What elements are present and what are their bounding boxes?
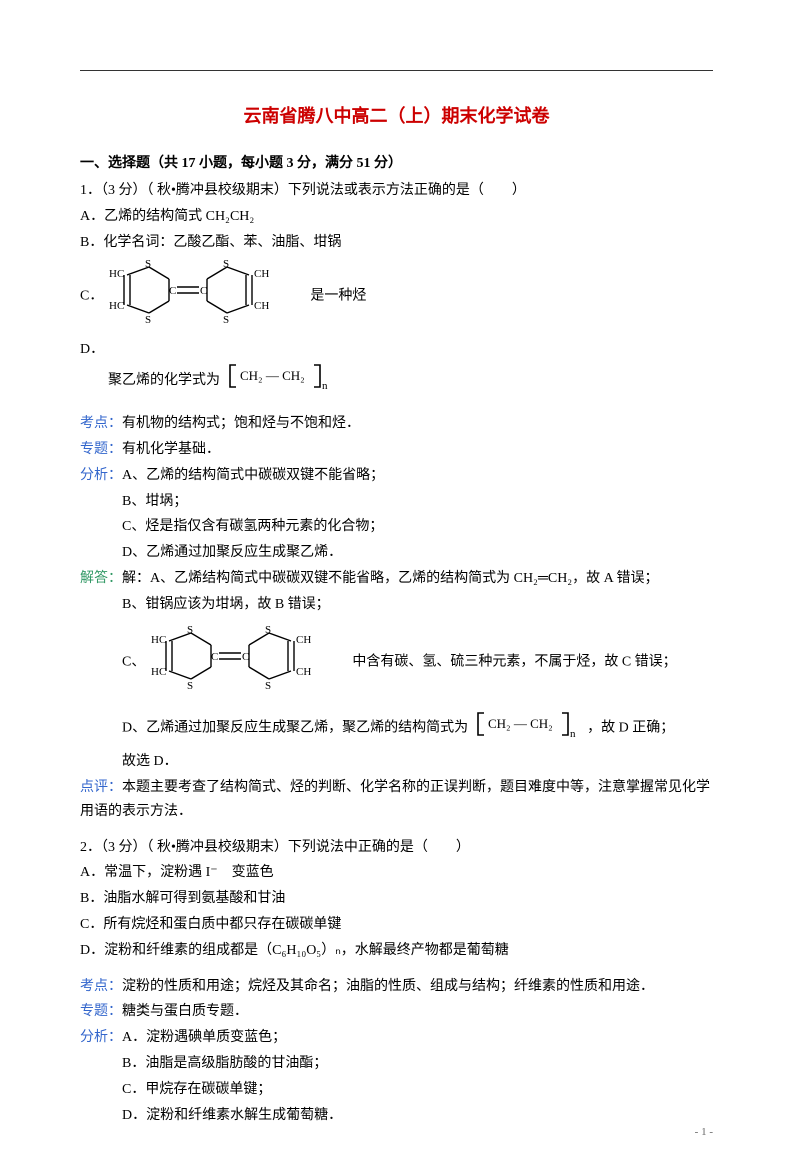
dianping-label: 点评：: [80, 780, 122, 795]
fenxi-label: 分析：: [80, 468, 122, 483]
q2-fenxi-line: 分析：A．淀粉遇碘单质变蓝色；: [80, 1026, 713, 1050]
exam-title-text: 云南省腾八中高二（上）期末化学试卷: [244, 106, 550, 126]
q1-jieda-d-suffix: ，故 D 正确；: [587, 721, 674, 736]
q1-fenxi-d: D、乙烯通过加聚反应生成聚乙烯．: [80, 541, 713, 565]
exam-title: 云南省腾八中高二（上）期末化学试卷: [80, 101, 713, 132]
svg-text:HC: HC: [109, 300, 124, 312]
svg-text:S: S: [223, 258, 229, 270]
q2-option-a: A．常温下，淀粉遇 I⁻ 变蓝色: [80, 861, 713, 885]
svg-text:CH: CH: [296, 666, 311, 678]
q2-option-b: B．油脂水解可得到氨基酸和甘油: [80, 887, 713, 911]
q1-kaodian: 有机物的结构式；饱和烃与不饱和烃．: [122, 416, 360, 431]
kaodian-label: 考点：: [80, 416, 122, 431]
svg-text:C: C: [169, 285, 176, 297]
svg-text:S: S: [223, 314, 229, 326]
page-footer: - 1 -: [695, 1123, 713, 1142]
zhuanti-label: 专题：: [80, 442, 122, 457]
svg-text:HC: HC: [151, 666, 166, 678]
svg-text:CH: CH: [254, 268, 269, 280]
svg-text:HC: HC: [109, 268, 124, 280]
svg-text:S: S: [145, 258, 151, 270]
q1-jieda-d: D、乙烯通过加聚反应生成聚乙烯，聚乙烯的结构简式为 CH₂ — CH₂ n ，故…: [80, 709, 713, 748]
q1-kaodian-line: 考点：有机物的结构式；饱和烃与不饱和烃．: [80, 412, 713, 436]
q2-fenxi-c: C．甲烷存在碳碳单键；: [80, 1078, 713, 1102]
q1-jieda-a: 解：A、乙烯结构简式中碳碳双键不能省略，乙烯的结构简式为 CH₂═CH₂，故 A…: [122, 571, 659, 586]
jieda-label: 解答：: [80, 571, 122, 586]
q2-fenxi-a: A．淀粉遇碘单质变蓝色；: [122, 1030, 286, 1045]
molecule-diagram-1: HC HC S S C C S S CH CH: [107, 257, 307, 336]
fenxi-label-2: 分析：: [80, 1030, 122, 1045]
section-1-header: 一、选择题（共 17 小题，每小题 3 分，满分 51 分）: [80, 152, 713, 176]
q1-zhuanti-line: 专题：有机化学基础．: [80, 438, 713, 462]
svg-text:S: S: [187, 680, 193, 692]
svg-text:CH: CH: [296, 634, 311, 646]
q1-dianping-line: 点评：本题主要考查了结构简式、烃的判断、化学名称的正误判断，题目难度中等，注意掌…: [80, 776, 713, 824]
q1-option-d-mid: 聚乙烯的化学式为: [80, 373, 220, 388]
svg-text:S: S: [265, 624, 271, 636]
q2-analysis: 考点：淀粉的性质和用途；烷烃及其命名；油脂的性质、组成与结构；纤维素的性质和用途…: [80, 975, 713, 1128]
q2-option-c: C．所有烷烃和蛋白质中都只存在碳碳单键: [80, 913, 713, 937]
q2-fenxi-d: D．淀粉和纤维素水解生成葡萄糖．: [80, 1104, 713, 1128]
zhuanti-label-2: 专题：: [80, 1004, 122, 1019]
q2-zhuanti-line: 专题：糖类与蛋白质专题．: [80, 1000, 713, 1024]
svg-text:S: S: [265, 680, 271, 692]
q1-jieda-b: B、钳锅应该为坩埚，故 B 错误；: [80, 593, 713, 617]
kaodian-label-2: 考点：: [80, 979, 122, 994]
q1-option-d: D． 聚乙烯的化学式为 CH₂ — CH₂ n: [80, 338, 713, 401]
q1-option-c-prefix: C．: [80, 288, 103, 303]
q1-option-b: B．化学名词：乙酸乙酯、苯、油脂、坩锅: [80, 231, 713, 255]
q1-fenxi-line: 分析：A、乙烯的结构简式中碳碳双键不能省略；: [80, 464, 713, 488]
q1-option-c: C．: [80, 257, 713, 336]
svg-text:CH₂ — CH₂: CH₂ — CH₂: [488, 716, 553, 731]
q1-stem: 1．（3 分）（ 秋•腾冲县校级期末）下列说法或表示方法正确的是（ ）: [80, 179, 713, 203]
q1-analysis: 考点：有机物的结构式；饱和烃与不饱和烃． 专题：有机化学基础． 分析：A、乙烯的…: [80, 412, 713, 823]
q1-jieda-c-prefix: C、: [122, 654, 145, 669]
q1-option-d-prefix: D．: [80, 342, 104, 357]
q1-jieda-line: 解答：解：A、乙烯结构简式中碳碳双键不能省略，乙烯的结构简式为 CH₂═CH₂，…: [80, 567, 713, 591]
q1-jieda-c-suffix: 中含有碳、氢、硫三种元素，不属于烃，故 C 错误；: [352, 654, 676, 669]
molecule-diagram-2: HC HC S S C C S S CH CH: [149, 623, 349, 702]
q1-option-a: A．乙烯的结构简式 CH₂CH₂: [80, 205, 713, 229]
svg-text:C: C: [200, 285, 207, 297]
svg-text:HC: HC: [151, 634, 166, 646]
q1-jieda-c: C、: [80, 623, 713, 702]
q2-fenxi-b: B．油脂是高级脂肪酸的甘油酯；: [80, 1052, 713, 1076]
svg-text:S: S: [145, 314, 151, 326]
svg-text:n: n: [322, 380, 328, 391]
q2-zhuanti: 糖类与蛋白质专题．: [122, 1004, 248, 1019]
svg-text:S: S: [187, 624, 193, 636]
q2-kaodian-line: 考点：淀粉的性质和用途；烷烃及其命名；油脂的性质、组成与结构；纤维素的性质和用途…: [80, 975, 713, 999]
q1-jieda-final: 故选 D．: [80, 750, 713, 774]
q2-option-d: D．淀粉和纤维素的组成都是（C₆H₁₀O₅）ₙ，水解最终产物都是葡萄糖: [80, 939, 713, 963]
svg-text:C: C: [211, 651, 218, 663]
polyethylene-formula-1: CH₂ — CH₂ n: [226, 361, 336, 400]
q1-zhuanti: 有机化学基础．: [122, 442, 220, 457]
q1-fenxi-c: C、烃是指仅含有碳氢两种元素的化合物；: [80, 515, 713, 539]
svg-text:n: n: [570, 728, 576, 739]
q1-jieda-d-prefix: D、乙烯通过加聚反应生成聚乙烯，聚乙烯的结构简式为: [122, 721, 468, 736]
q2-stem: 2．（3 分）（ 秋•腾冲县校级期末）下列说法中正确的是（ ）: [80, 836, 713, 860]
q2-block: 2．（3 分）（ 秋•腾冲县校级期末）下列说法中正确的是（ ） A．常温下，淀粉…: [80, 836, 713, 963]
q1-fenxi-a: A、乙烯的结构简式中碳碳双键不能省略；: [122, 468, 384, 483]
q1-fenxi-b: B、坩埚；: [80, 490, 713, 514]
svg-text:CH: CH: [254, 300, 269, 312]
svg-text:CH₂ — CH₂: CH₂ — CH₂: [240, 368, 305, 383]
q1-dianping: 本题主要考查了结构简式、烃的判断、化学名称的正误判断，题目难度中等，注意掌握常见…: [80, 780, 710, 819]
q1-option-c-suffix: 是一种烃: [310, 288, 366, 303]
top-horizontal-rule: [80, 70, 713, 71]
polyethylene-formula-2: CH₂ — CH₂ n: [474, 709, 584, 748]
svg-text:C: C: [242, 651, 249, 663]
q2-kaodian: 淀粉的性质和用途；烷烃及其命名；油脂的性质、组成与结构；纤维素的性质和用途．: [122, 979, 654, 994]
